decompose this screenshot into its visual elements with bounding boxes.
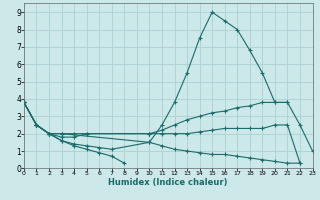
- X-axis label: Humidex (Indice chaleur): Humidex (Indice chaleur): [108, 178, 228, 187]
